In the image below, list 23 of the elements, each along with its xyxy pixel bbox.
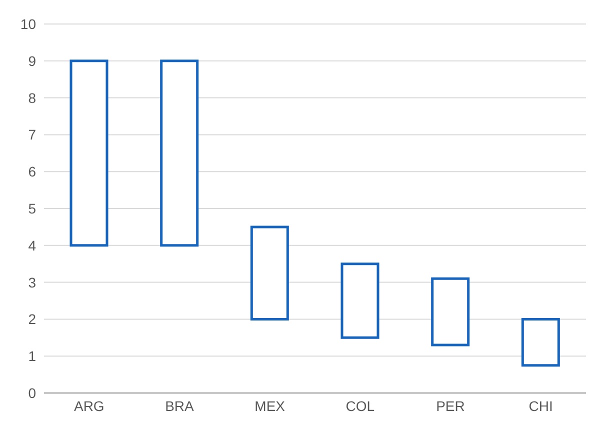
y-tick-label: 9 [28, 52, 36, 69]
bar [250, 226, 289, 320]
bar [160, 60, 199, 247]
y-tick-label: 6 [28, 164, 36, 180]
x-tick-label: PER [436, 398, 465, 414]
x-tick-label: BRA [165, 398, 195, 414]
y-tick-label: 1 [28, 348, 36, 364]
y-tick-label: 8 [28, 90, 36, 106]
x-tick-label: COL [346, 398, 375, 414]
bar [521, 318, 560, 367]
y-tick-label: 7 [28, 126, 36, 143]
y-tick-label: 10 [20, 16, 36, 32]
bar [431, 277, 470, 346]
y-tick-label: 2 [28, 311, 36, 328]
x-tick-label: ARG [74, 398, 104, 414]
y-tick-label: 3 [28, 274, 36, 290]
bar [70, 60, 108, 247]
y-tick-label: 5 [28, 200, 36, 216]
x-tick-label: MEX [254, 398, 286, 414]
y-tick-label: 4 [28, 237, 36, 254]
bar [340, 262, 380, 339]
x-tick-label: CHI [528, 398, 553, 414]
y-tick-label: 0 [28, 384, 36, 401]
